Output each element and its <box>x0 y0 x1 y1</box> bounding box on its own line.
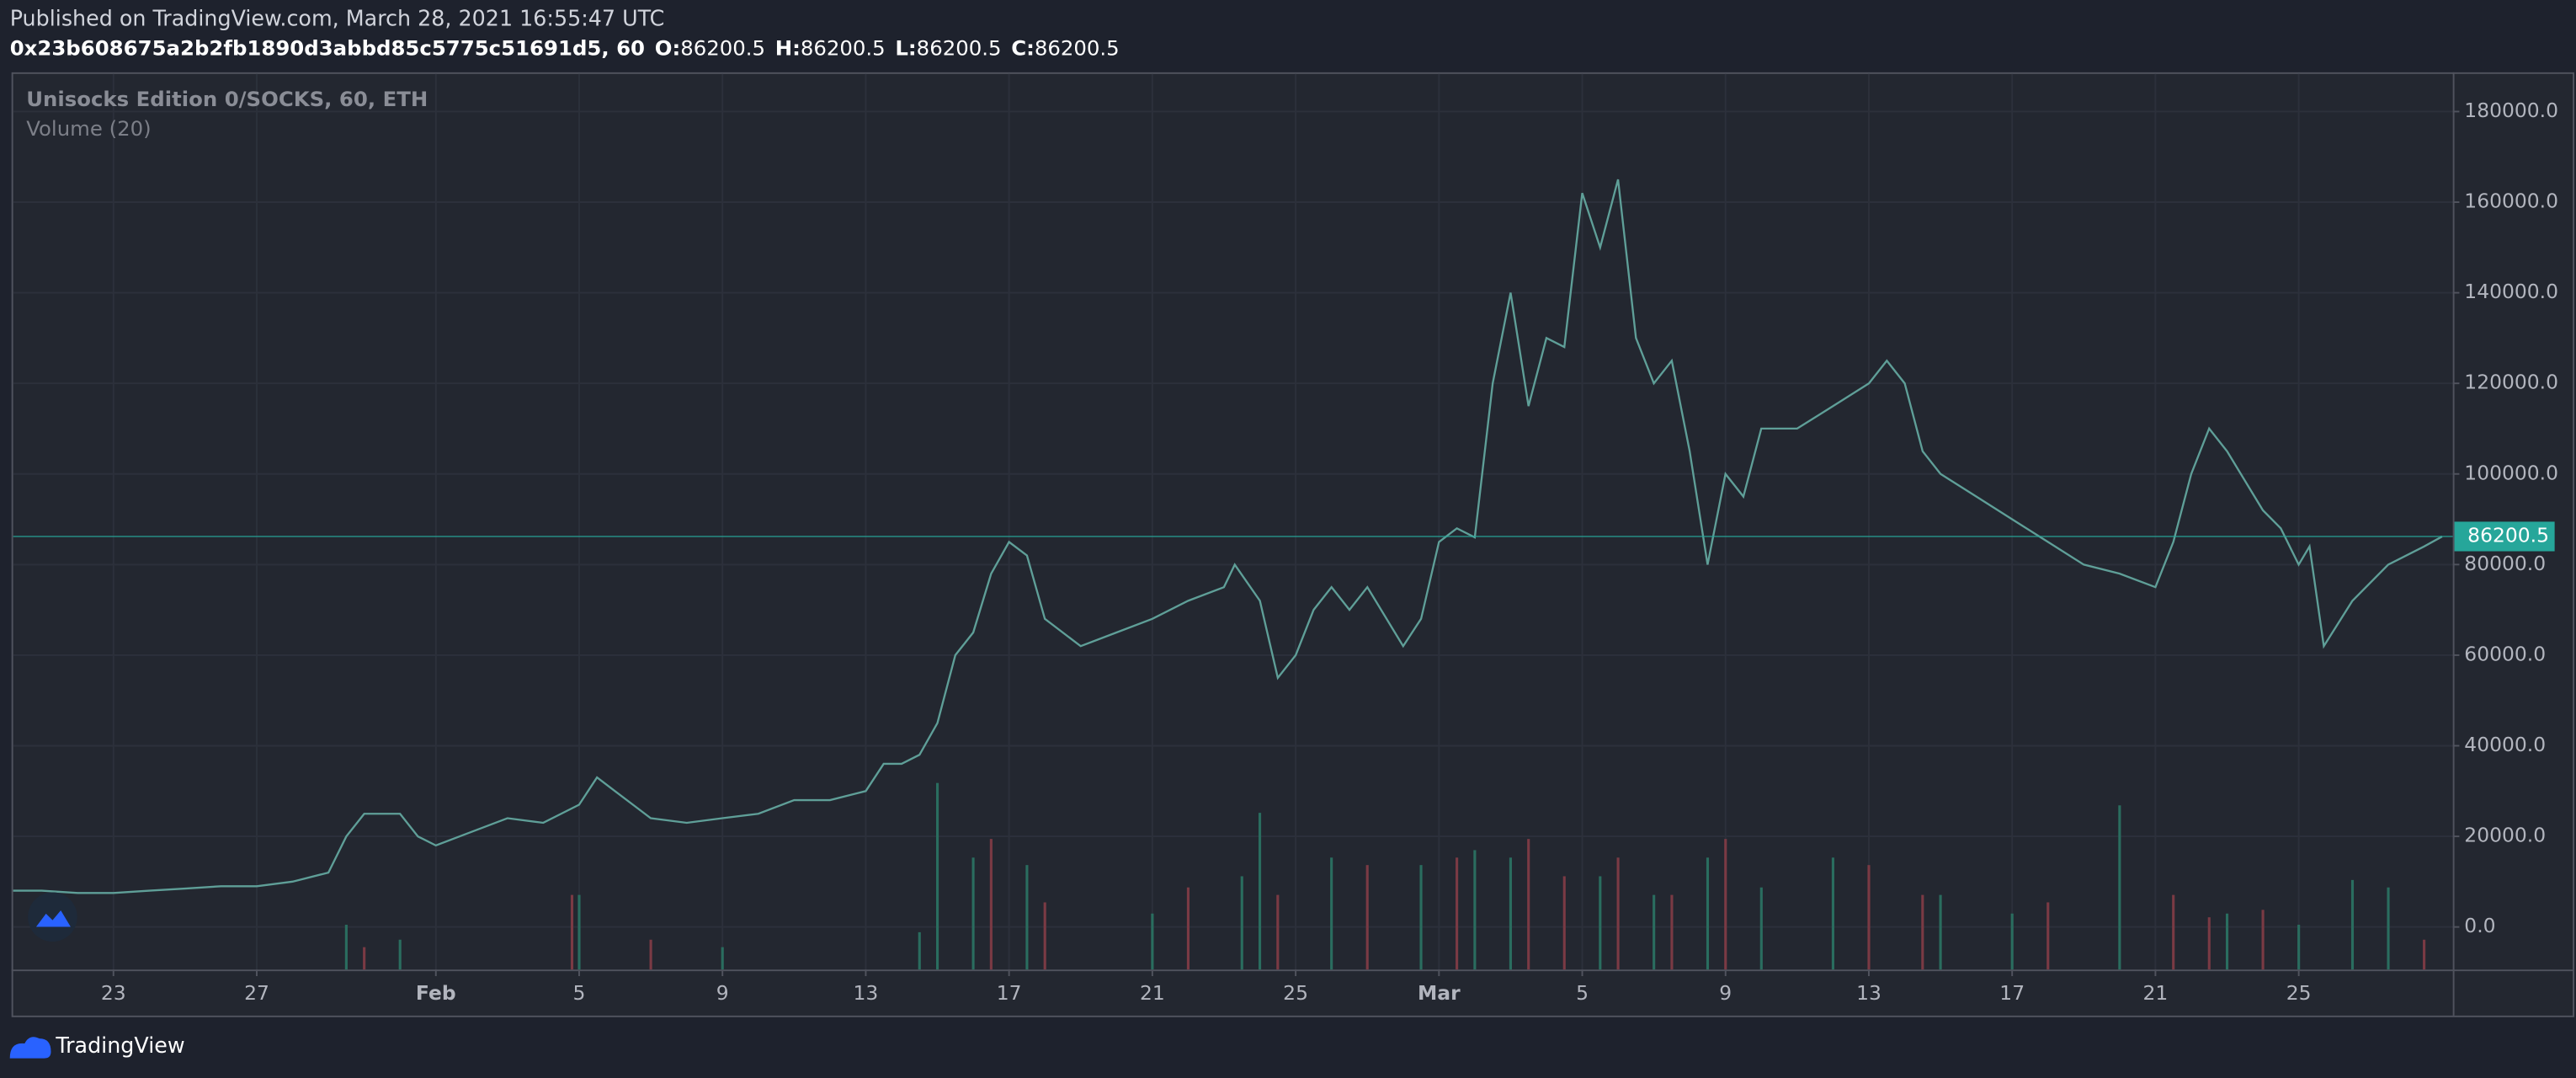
ohlc-value: 86200.5 <box>680 36 765 61</box>
x-tick-label: 21 <box>1140 981 1165 1005</box>
volume-bar <box>1724 839 1727 970</box>
y-tick-label: 120000.0 <box>2464 371 2558 394</box>
ohlc-value: 86200.5 <box>917 36 1002 61</box>
logo-icon <box>35 910 71 927</box>
volume-bar <box>935 782 939 970</box>
volume-legend: Volume (20) <box>26 116 151 141</box>
volume-bar <box>577 894 581 970</box>
x-tick-label: 17 <box>997 981 1022 1005</box>
volume-bar <box>989 839 993 970</box>
volume-bar <box>1921 894 1924 970</box>
chart-panel <box>11 72 2575 1017</box>
volume-bar <box>1653 894 1656 970</box>
volume-bar <box>1831 857 1834 970</box>
ohlc-key: H: <box>775 36 801 61</box>
volume-bar <box>1240 876 1243 970</box>
volume-bar <box>971 857 975 970</box>
volume-bar <box>1473 850 1477 970</box>
ohlc-key: L: <box>895 36 916 61</box>
volume-bar <box>1330 857 1333 970</box>
brand-icon <box>9 1037 51 1059</box>
x-tick-label: 23 <box>101 981 126 1005</box>
y-tick-label: 40000.0 <box>2464 733 2546 756</box>
volume-bar <box>1706 857 1710 970</box>
x-tick-label: 5 <box>1576 981 1589 1005</box>
price-line <box>13 179 2443 894</box>
x-tick-label: 25 <box>1283 981 1308 1005</box>
chart-logo <box>28 892 77 942</box>
volume-bar <box>649 939 652 970</box>
volume-bar <box>2118 805 2121 970</box>
x-tick-label: 9 <box>1719 981 1732 1005</box>
y-tick-label: 20000.0 <box>2464 824 2546 847</box>
ohlc-key: C: <box>1011 36 1035 61</box>
volume-bar <box>1365 865 1369 970</box>
x-tick-label: 17 <box>1999 981 2025 1005</box>
y-tick-label: 180000.0 <box>2464 99 2558 122</box>
volume-bar <box>1419 865 1423 970</box>
volume-bar <box>398 939 402 970</box>
footer-brand: TradingView <box>9 1033 185 1059</box>
volume-bar <box>1151 913 1154 970</box>
x-tick-label: 21 <box>2143 981 2169 1005</box>
volume-bar <box>1258 813 1262 970</box>
volume-bar <box>2350 879 2355 970</box>
plot <box>13 73 2453 970</box>
brand-name: TradingView <box>55 1033 184 1058</box>
volume-bar <box>1043 902 1046 970</box>
x-tick-label: 5 <box>573 981 586 1005</box>
volume-bar <box>1759 887 1763 970</box>
x-tick-label: Feb <box>416 981 456 1005</box>
logo-badge <box>28 892 77 942</box>
x-tick-label: 13 <box>854 981 879 1005</box>
volume-bar <box>2046 902 2050 970</box>
volume-bar <box>1562 876 1566 970</box>
x-tick-label: 27 <box>244 981 269 1005</box>
volume-bar <box>1456 857 1459 970</box>
last-price-badge <box>2454 521 2555 552</box>
ohlc-value: 86200.5 <box>801 36 886 61</box>
volume-bar <box>2423 939 2426 970</box>
volume-bar <box>721 947 724 970</box>
ohlc-key: O: <box>655 36 680 61</box>
volume-bar <box>2297 925 2301 970</box>
volume-bar <box>363 947 366 970</box>
x-tick-label: 25 <box>2286 981 2312 1005</box>
volume-bar <box>1527 839 1530 970</box>
volume-bar <box>2207 917 2211 970</box>
y-tick-label: 80000.0 <box>2464 552 2546 575</box>
volume-bar <box>2261 910 2265 970</box>
volume-bar <box>344 925 348 970</box>
ohlc-value: 86200.5 <box>1035 36 1120 61</box>
volume-bar <box>1509 857 1512 970</box>
volume-bar <box>2387 887 2390 970</box>
volume-bar <box>570 894 574 970</box>
volume-bar <box>1025 865 1029 970</box>
volume-bar <box>1939 894 1942 970</box>
volume-bar <box>1616 857 1620 970</box>
last-price-label: 86200.5 <box>2467 523 2549 547</box>
y-tick-label: 100000.0 <box>2464 461 2558 484</box>
volume-bar <box>918 931 921 970</box>
volume-bar <box>1670 894 1674 970</box>
y-tick-label: 160000.0 <box>2464 189 2558 213</box>
series-legend: Unisocks Edition 0/SOCKS, 60, ETH <box>26 87 428 111</box>
volume-bar <box>1599 876 1602 970</box>
x-tick-label: 9 <box>716 981 729 1005</box>
volume-bar <box>2225 913 2229 970</box>
symbol-line: 0x23b608675a2b2fb1890d3abbd85c5775c51691… <box>10 36 1120 61</box>
x-tick-label: 13 <box>1856 981 1881 1005</box>
volume-bar <box>1276 894 1280 970</box>
volume-bar <box>2010 913 2014 970</box>
y-tick-label: 0.0 <box>2464 914 2495 937</box>
y-tick-label: 140000.0 <box>2464 280 2558 303</box>
volume-bar <box>2172 894 2175 970</box>
y-tick-label: 60000.0 <box>2464 642 2546 665</box>
volume-bar <box>1867 865 1871 970</box>
symbol: 0x23b608675a2b2fb1890d3abbd85c5775c51691… <box>10 36 645 61</box>
published-line: Published on TradingView.com, March 28, … <box>10 5 665 30</box>
x-tick-label: Mar <box>1418 981 1461 1005</box>
volume-bar <box>1186 887 1190 970</box>
